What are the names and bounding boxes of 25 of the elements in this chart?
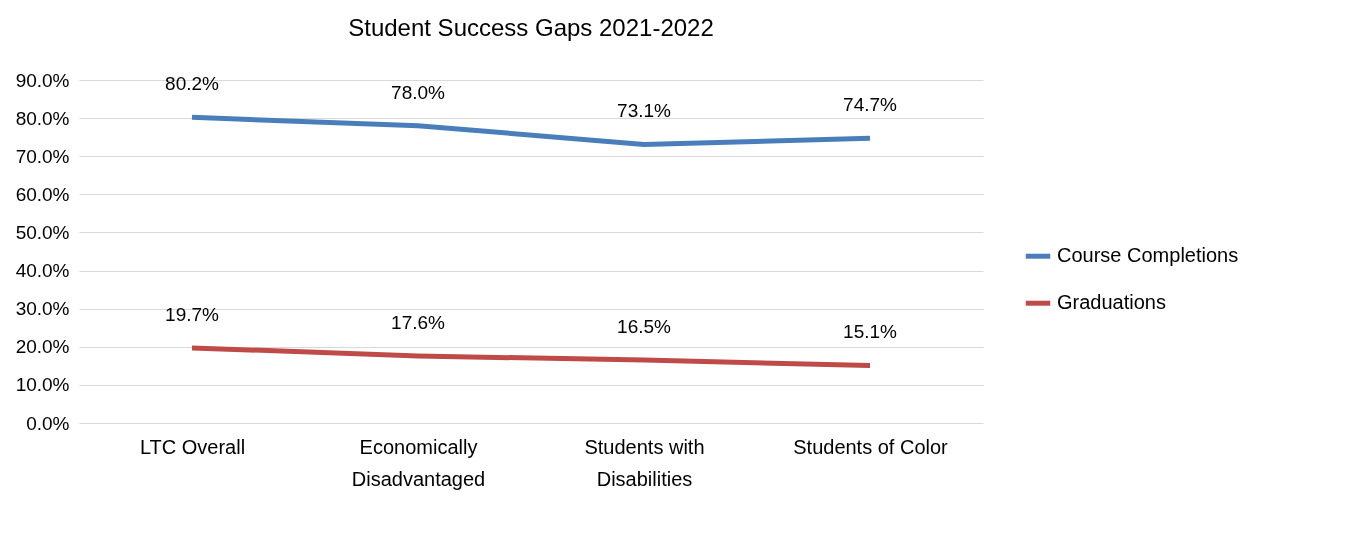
data-label: 17.6% (391, 311, 446, 333)
x-tick-label: LTC Overall (139, 435, 246, 458)
y-tick-label: 80.0% (15, 107, 70, 129)
y-tick-label: 0.0% (26, 412, 70, 434)
data-label: 80.2% (165, 73, 220, 95)
chart-title: Student Success Gaps 2021-2022 (348, 14, 714, 41)
data-label: 16.5% (617, 316, 672, 338)
y-tick-label: 30.0% (15, 298, 70, 320)
data-label: 74.7% (843, 94, 898, 116)
y-tick-label: 60.0% (15, 183, 70, 205)
data-label: 73.1% (617, 100, 672, 122)
legend-label: Course Completions (1057, 244, 1239, 267)
y-tick-label: 50.0% (15, 221, 70, 243)
y-tick-label: 20.0% (15, 336, 70, 358)
y-tick-label: 70.0% (15, 145, 70, 167)
y-tick-label: 10.0% (15, 374, 70, 396)
data-label: 78.0% (391, 81, 446, 103)
x-tick-label: Students with Disabilities (584, 435, 705, 490)
y-tick-label: 90.0% (15, 69, 70, 91)
legend-label: Graduations (1057, 291, 1166, 314)
data-label: 15.1% (843, 321, 898, 343)
x-tick-label: Students of Color (793, 435, 949, 458)
x-tick-label: Economically Disadvantaged (351, 435, 486, 490)
data-label: 19.7% (165, 303, 220, 325)
y-tick-label: 40.0% (15, 260, 70, 282)
